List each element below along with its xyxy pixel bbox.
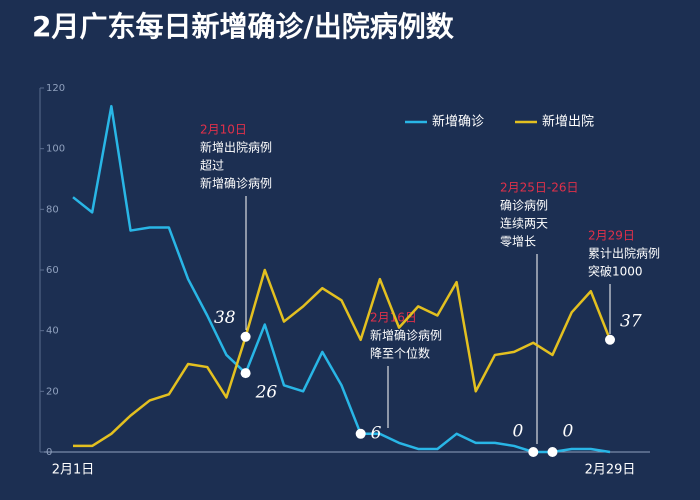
data-point — [355, 428, 366, 439]
data-label: 0 — [562, 422, 573, 442]
x-tick-label: 2月1日 — [52, 463, 95, 478]
data-point — [547, 447, 558, 457]
data-label: 26 — [255, 383, 278, 403]
annotation-text: 新增确诊病例 — [200, 176, 272, 191]
y-tick-label: 60 — [46, 265, 59, 276]
data-label: 38 — [214, 308, 236, 328]
annotation-text: 超过 — [200, 158, 224, 173]
annotation-text: 新增确诊病例 — [370, 328, 442, 343]
data-label: 6 — [371, 423, 382, 443]
y-tick-label: 120 — [46, 83, 65, 94]
chart-title: 2月广东每日新增确诊/出院病例数 — [32, 10, 455, 43]
annotation-text: 确诊病例 — [500, 198, 548, 213]
annotation-text: 累计出院病例 — [588, 246, 660, 261]
y-tick-label: 0 — [46, 447, 52, 458]
y-tick-label: 20 — [46, 386, 59, 397]
annotation-date: 2月29日 — [588, 229, 635, 243]
data-point — [528, 447, 539, 457]
data-point — [605, 334, 615, 345]
annotation-date: 2月10日 — [200, 123, 247, 137]
legend-label: 新增确诊 — [432, 114, 484, 130]
annotation-text: 零增长 — [500, 235, 536, 249]
data-label: 37 — [620, 311, 642, 331]
annotation-text: 突破1000 — [588, 264, 643, 279]
data-point — [240, 368, 251, 379]
annotation-text: 连续两天 — [500, 216, 548, 231]
annotation-text: 降至个位数 — [370, 346, 430, 361]
y-tick-label: 40 — [46, 326, 59, 337]
data-point — [240, 331, 251, 342]
data-label: 0 — [512, 422, 523, 442]
x-tick-label: 2月29日 — [585, 463, 636, 478]
series-line — [72, 104, 611, 454]
annotation-text: 新增出院病例 — [200, 140, 272, 155]
y-tick-label: 80 — [46, 204, 59, 215]
y-tick-label: 100 — [46, 144, 65, 155]
legend-label: 新增出院 — [542, 114, 594, 130]
series-line — [73, 268, 612, 448]
annotation-date: 2月25日-26日 — [500, 181, 579, 195]
